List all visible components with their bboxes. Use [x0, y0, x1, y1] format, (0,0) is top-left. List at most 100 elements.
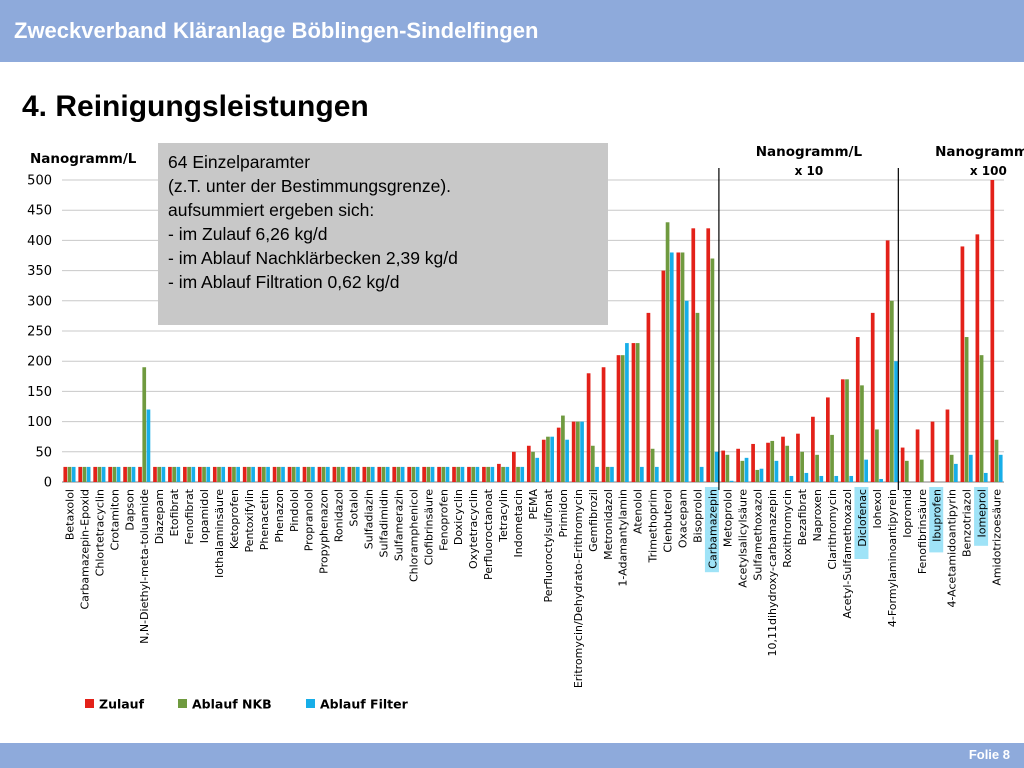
bar-ablauf-nkb — [635, 343, 640, 482]
x-category-label: Clenbuterol — [662, 489, 675, 553]
bar-ablauf-filter — [774, 460, 779, 482]
bar-ablauf-nkb — [830, 434, 834, 482]
bar-ablauf-nkb — [531, 451, 535, 482]
y-tick-label: 150 — [27, 385, 52, 400]
x-category-label: Naproxen — [811, 489, 824, 542]
x-category-label: Propyphenazon — [318, 489, 331, 574]
bar-ablauf-filter — [520, 466, 525, 482]
bar-zulauf — [392, 466, 397, 482]
x-category-label: Ibuprofen — [931, 489, 944, 542]
bar-ablauf-filter — [968, 454, 973, 482]
bar-zulauf — [422, 466, 426, 482]
bar-ablauf-nkb — [262, 466, 266, 482]
bar-ablauf-filter — [385, 466, 390, 482]
bar-ablauf-filter — [625, 343, 629, 482]
x-category-label: Crotamiton — [108, 489, 121, 551]
bar-ablauf-nkb — [546, 436, 550, 482]
bar-ablauf-nkb — [904, 460, 909, 482]
x-category-label: Ketoprofen — [228, 489, 241, 549]
x-category-label: Chlortetracyclin — [93, 489, 106, 576]
bar-ablauf-filter — [400, 466, 405, 482]
x-category-label: Amidotrizoesäure — [991, 489, 1004, 586]
bar-ablauf-nkb — [112, 466, 117, 482]
x-category-label: Ronidazol — [333, 489, 346, 542]
bar-zulauf — [781, 436, 785, 482]
bar-zulauf — [93, 466, 98, 482]
x-category-label: Tetracylin — [497, 489, 510, 543]
bar-zulauf — [676, 252, 681, 482]
bar-ablauf-nkb — [232, 466, 236, 482]
y-tick-label: 200 — [27, 355, 52, 370]
x-category-label: Doxicyclin — [452, 489, 465, 545]
bar-ablauf-filter — [221, 466, 226, 482]
bar-zulauf — [317, 466, 322, 482]
bar-zulauf — [168, 466, 172, 482]
bar-zulauf — [915, 429, 920, 482]
bar-ablauf-nkb — [157, 466, 162, 482]
x-category-label: Roxithromycin — [781, 489, 794, 568]
category-highlight — [704, 487, 719, 573]
bar-zulauf — [482, 466, 486, 482]
bar-ablauf-filter — [415, 466, 420, 482]
x-category-label: Diazepam — [153, 489, 166, 544]
bar-ablauf-nkb — [605, 466, 610, 482]
bar-ablauf-nkb — [202, 466, 206, 482]
x-category-label: Metronidazol — [602, 489, 615, 560]
bar-zulauf — [362, 466, 367, 482]
x-category-label: 10,11dihydroxy-carbamazepin — [766, 489, 779, 657]
bar-zulauf — [661, 270, 666, 482]
bar-ablauf-filter — [101, 466, 106, 482]
bar-ablauf-nkb — [576, 421, 580, 482]
y-tick-label: 450 — [27, 204, 52, 219]
bar-ablauf-filter — [176, 466, 181, 482]
bar-ablauf-nkb — [247, 466, 251, 482]
x-category-label: Sulfadiazin — [363, 489, 376, 549]
bar-zulauf — [287, 466, 292, 482]
x-category-label: Perfluoroctanoat — [482, 488, 495, 580]
bar-ablauf-filter — [565, 439, 569, 482]
x-category-label: Iothalaminsäure — [213, 489, 226, 578]
x-category-label: 4-Formylaminoantipyrein — [886, 489, 899, 627]
bar-ablauf-filter — [86, 466, 91, 482]
bar-ablauf-filter — [894, 361, 898, 482]
x-category-label: Carbamazepin — [706, 489, 719, 569]
bar-ablauf-filter — [460, 466, 465, 482]
bar-zulauf — [840, 379, 845, 482]
x-category-label: Bisoprolol — [691, 489, 704, 543]
bar-zulauf — [736, 448, 740, 482]
x-category-label: Propranolol — [303, 489, 316, 551]
bar-ablauf-nkb — [695, 312, 700, 482]
x-category-label: Clarithromycin — [826, 489, 839, 570]
bar-ablauf-nkb — [456, 466, 461, 482]
x-category-label: Fenofibrat — [183, 488, 196, 544]
bar-ablauf-filter — [834, 475, 839, 482]
bar-ablauf-filter — [475, 466, 480, 482]
x-category-label: Fenofibrinsäure — [916, 489, 929, 574]
note-line-3: aufsummiert ergeben sich: — [168, 200, 375, 220]
bar-ablauf-filter — [580, 421, 584, 482]
bar-ablauf-nkb — [187, 466, 191, 482]
bar-ablauf-nkb — [994, 439, 999, 482]
bar-ablauf-filter — [146, 409, 151, 482]
scale-group-multiplier: x 10 — [795, 164, 824, 178]
legend-label: Ablauf NKB — [192, 697, 272, 712]
note-line-2: (z.T. unter der Bestimmungsgrenze). — [168, 176, 452, 196]
bar-ablauf-nkb — [725, 454, 730, 482]
x-category-label: Atenolol — [632, 489, 645, 534]
bar-ablauf-filter — [535, 457, 540, 482]
bar-ablauf-nkb — [620, 355, 625, 482]
slide-number: Folie 8 — [968, 747, 1010, 762]
bar-zulauf — [183, 466, 187, 482]
bar-ablauf-filter — [206, 466, 211, 482]
bar-ablauf-nkb — [800, 451, 804, 482]
bar-zulauf — [885, 240, 890, 482]
bar-zulauf — [751, 443, 755, 482]
bar-ablauf-nkb — [486, 466, 490, 482]
bar-ablauf-filter — [370, 466, 375, 482]
x-category-label: Pindolol — [288, 489, 301, 532]
x-category-label: N,N-Diethyl-meta-toluamide — [138, 489, 151, 644]
category-highlight — [854, 487, 869, 559]
bar-ablauf-nkb — [860, 385, 864, 482]
bar-chart: 0 50 100 150 200 250 300 350 400 450 500 Nanogramm/… — [27, 144, 1024, 712]
bar-zulauf — [123, 466, 127, 482]
